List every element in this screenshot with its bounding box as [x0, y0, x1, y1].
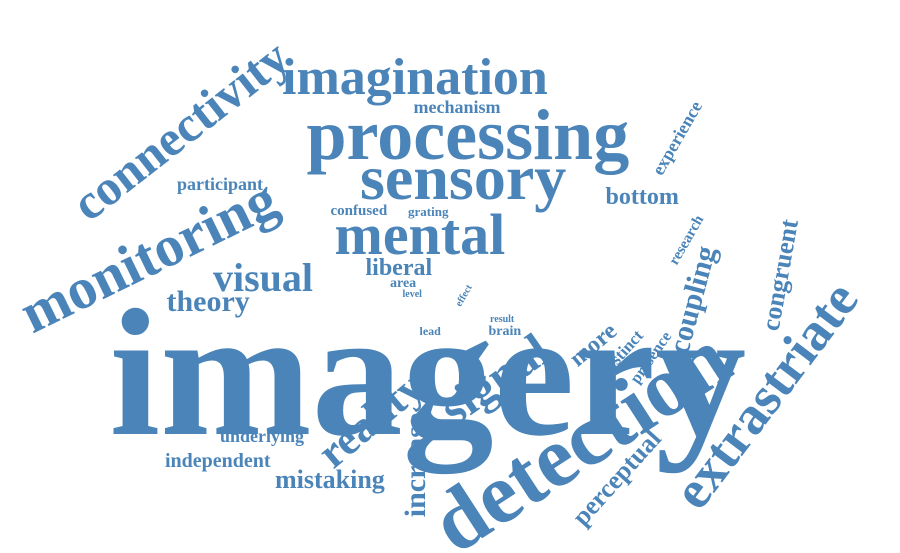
word-underlying: underlying [220, 426, 305, 446]
word-level: level [402, 289, 422, 300]
word-sensory: sensory [360, 142, 567, 213]
word-theory: theory [166, 285, 250, 318]
word-visual: visual [213, 255, 314, 300]
word-mental: mental [334, 202, 506, 267]
word-experience: experience [647, 97, 707, 179]
word-lead: lead [419, 324, 441, 338]
word-independent: independent [165, 450, 271, 472]
word-grating: grating [408, 203, 449, 219]
word-imagination: imagination [282, 49, 548, 106]
word-increase: increase [399, 412, 433, 518]
word-participant: participant [177, 174, 264, 194]
word-result: result [490, 314, 515, 325]
word-mechanism: mechanism [413, 97, 501, 117]
word-mistaking: mistaking [275, 465, 385, 494]
word-area: area [390, 276, 417, 291]
word-brain: brain [488, 324, 522, 339]
word-confused: confused [330, 202, 388, 219]
word-imagery: imagery [109, 273, 747, 474]
word-processing: processing [306, 95, 630, 175]
word-liberal: liberal [365, 255, 433, 281]
word-bottom: bottom [605, 184, 679, 210]
